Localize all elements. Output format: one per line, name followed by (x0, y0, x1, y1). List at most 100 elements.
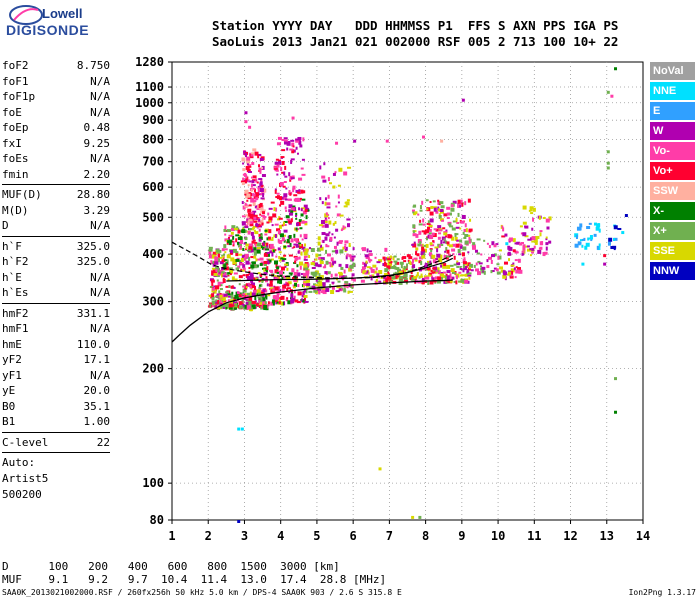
echo-point (231, 225, 236, 229)
echo-point (287, 245, 291, 248)
echo-point (443, 232, 448, 236)
echo-point (305, 289, 308, 294)
echo-point (298, 177, 303, 181)
echo-point (366, 270, 369, 274)
legend-item: SSW (650, 182, 695, 200)
echo-point (276, 301, 279, 304)
echo-point (301, 298, 304, 303)
echo-point (279, 204, 282, 207)
echo-point (292, 149, 296, 153)
echo-point (228, 293, 233, 296)
echo-point (418, 260, 422, 264)
echo-point (495, 243, 499, 246)
echo-point (299, 197, 302, 200)
echo-point (223, 244, 227, 249)
echo-point (282, 185, 286, 188)
echo-point (383, 272, 388, 277)
echo-point (348, 244, 351, 247)
echo-point (514, 259, 518, 262)
echo-point (384, 247, 388, 252)
echo-point (530, 212, 534, 215)
echo-point (437, 236, 441, 240)
echo-point (301, 173, 306, 176)
echo-point (403, 273, 408, 278)
param-row: fxI 9.25 (2, 136, 110, 152)
echo-point (246, 275, 251, 280)
echo-point (428, 223, 431, 227)
echo-point (482, 270, 485, 273)
echo-point (224, 251, 227, 254)
echo-point (325, 212, 328, 216)
echo-point (282, 284, 287, 289)
echo-point (221, 254, 225, 257)
echo-point (254, 205, 259, 209)
echo-point (279, 181, 284, 186)
echo-point (389, 255, 392, 259)
echo-point (291, 205, 296, 208)
echo-point (467, 198, 471, 203)
echo-point (302, 281, 306, 286)
echo-point (597, 223, 600, 227)
echo-point (270, 271, 274, 274)
echo-point (288, 291, 291, 294)
echo-point (548, 216, 552, 221)
param-name: yF1 (2, 368, 22, 382)
echo-point (219, 284, 223, 287)
autoscaling-line: 500200 (2, 488, 42, 501)
echo-point (221, 248, 225, 252)
echo-point (245, 283, 249, 287)
echo-point (217, 299, 220, 304)
echo-point (301, 190, 306, 194)
echo-point (452, 243, 457, 247)
echo-point (456, 239, 460, 242)
echo-point (216, 293, 220, 297)
echo-point (277, 238, 280, 243)
echo-point (283, 139, 288, 143)
echo-point (285, 298, 288, 301)
echo-point (524, 225, 529, 229)
echo-point (255, 302, 258, 305)
echo-point (418, 256, 423, 260)
echo-point (325, 243, 328, 246)
echo-point (269, 250, 274, 254)
echo-point (537, 249, 542, 254)
echo-point (389, 265, 393, 269)
echo-point (308, 254, 311, 258)
echo-point (330, 263, 334, 268)
param-value: 8.750 (76, 59, 110, 72)
echo-point (376, 273, 380, 277)
echo-point (447, 244, 450, 247)
echo-point (258, 228, 261, 232)
echo-point (396, 261, 400, 265)
echo-point (219, 256, 223, 259)
echo-point (343, 171, 348, 176)
param-name: fmin (2, 167, 29, 181)
echo-point (522, 221, 527, 225)
echo-point (276, 163, 280, 168)
echo-point (417, 213, 420, 216)
echo-point (244, 205, 249, 208)
echo-point (288, 189, 291, 193)
echo-point (387, 259, 392, 263)
echo-point (228, 295, 233, 298)
echo-point (295, 138, 300, 141)
echo-point (603, 254, 607, 258)
echo-point (469, 218, 472, 222)
echo-point (624, 214, 628, 218)
echo-point (446, 212, 450, 216)
echo-point (612, 237, 615, 241)
echo-point (418, 515, 422, 519)
echo-point (286, 282, 289, 287)
echo-point (298, 189, 301, 193)
echo-point (321, 220, 326, 225)
echo-point (382, 256, 386, 260)
echo-point (471, 244, 476, 247)
echo-point (443, 263, 447, 267)
echo-point (303, 294, 308, 298)
echo-point (264, 294, 267, 298)
echo-point (303, 255, 306, 259)
echo-point (338, 240, 343, 244)
echo-point (211, 293, 215, 298)
echo-point (273, 166, 277, 169)
echo-point (286, 287, 289, 292)
